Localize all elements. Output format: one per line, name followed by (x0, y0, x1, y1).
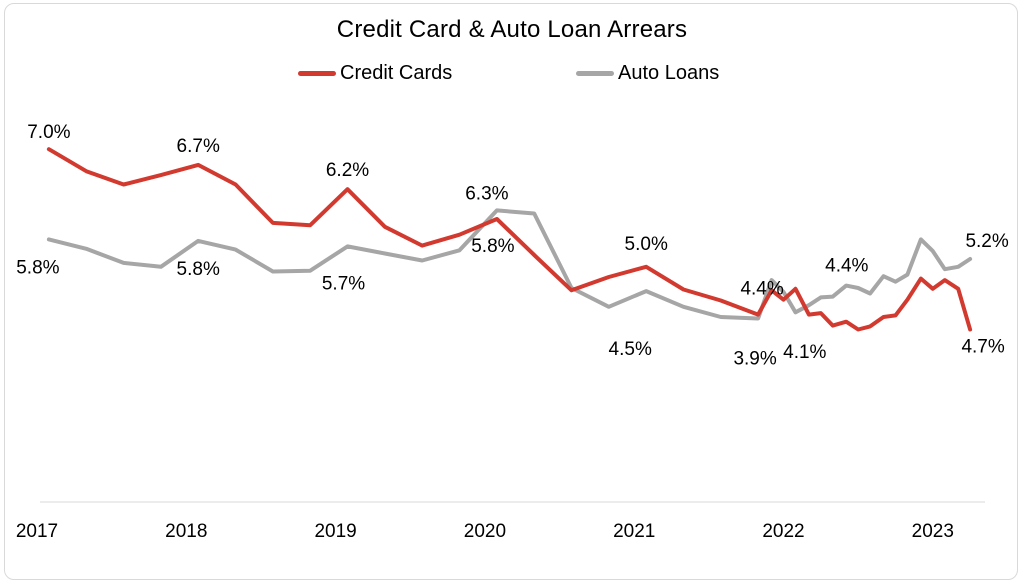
data-label-auto-loans: 6.3% (465, 183, 508, 204)
data-label-credit-cards: 4.1% (783, 342, 826, 363)
chart-title: Credit Card & Auto Loan Arrears (336, 16, 688, 43)
series-lines (46, 147, 973, 332)
x-tick-label: 2021 (613, 521, 655, 542)
data-labels: 7.0% 6.7% 6.2% 5.8% 5.0% 4.4% 4.1% 4.7% 5.8% 5.8%… (16, 122, 1009, 369)
data-label-auto-loans: 5.7% (322, 273, 365, 294)
chart-frame (4, 3, 1018, 580)
x-tick-label: 2022 (762, 521, 804, 542)
data-label-auto-loans: 4.4% (825, 255, 868, 276)
legend-item-credit-cards: Credit Cards (298, 62, 452, 85)
data-label-credit-cards: 5.8% (471, 236, 514, 257)
legend: Credit Cards Auto Loans (0, 62, 1024, 88)
data-label-credit-cards: 6.2% (326, 160, 369, 181)
data-label-auto-loans: 5.2% (965, 231, 1008, 252)
data-label-auto-loans: 3.9% (733, 349, 776, 370)
data-label-credit-cards: 4.7% (961, 337, 1004, 358)
data-label-credit-cards: 6.7% (177, 136, 220, 157)
data-label-auto-loans: 5.8% (177, 259, 220, 280)
data-label-credit-cards: 4.4% (740, 279, 783, 300)
series-line-credit-cards (46, 147, 973, 332)
data-label-credit-cards: 7.0% (27, 122, 70, 143)
data-label-auto-loans: 5.8% (16, 257, 59, 278)
x-tick-label: 2018 (165, 521, 207, 542)
series-line-auto-loans (46, 208, 973, 321)
data-label-auto-loans: 4.5% (609, 339, 652, 360)
x-axis-ticks: 2017 2018 2019 2020 2021 2022 2023 (16, 521, 954, 542)
legend-item-auto-loans: Auto Loans (576, 62, 719, 85)
legend-swatch-auto-loans (576, 71, 614, 76)
x-tick-label: 2019 (314, 521, 356, 542)
x-tick-label: 2017 (16, 521, 58, 542)
x-tick-label: 2023 (912, 521, 954, 542)
data-label-credit-cards: 5.0% (625, 234, 668, 255)
legend-label-credit-cards: Credit Cards (340, 62, 453, 84)
legend-label-auto-loans: Auto Loans (618, 62, 720, 84)
legend-swatch-credit-cards (298, 71, 336, 76)
x-tick-label: 2020 (464, 521, 506, 542)
